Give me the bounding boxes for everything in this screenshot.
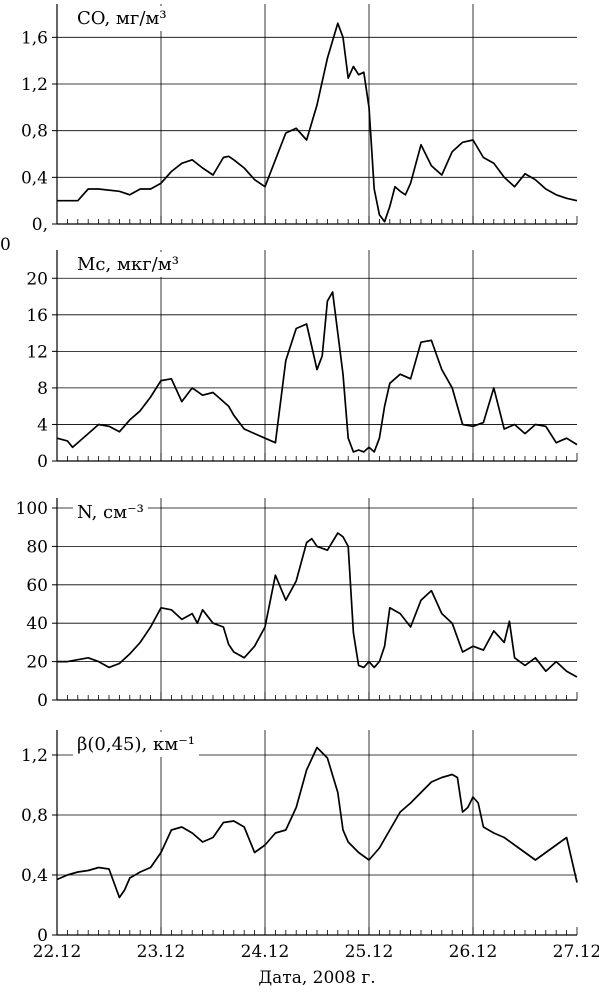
x-tick-label: 25.12 — [345, 942, 394, 962]
x-tick-label: 26.12 — [449, 942, 498, 962]
x-tick-label: 23.12 — [137, 942, 186, 962]
y-tick-label: 100 — [16, 499, 48, 519]
panel-label-n: N, см⁻³ — [77, 502, 144, 523]
y-tick-label: 16 — [26, 306, 48, 326]
y-tick-label: 1,2 — [21, 75, 48, 95]
panel-label-co: CO, мг/м³ — [77, 8, 167, 29]
y-tick-label: 20 — [26, 269, 48, 289]
y-tick-label: 0, — [32, 215, 48, 235]
y-tick-label: 0 — [37, 691, 48, 711]
panel-label-background — [73, 6, 171, 31]
panel-label-mc: Mc, мкг/м³ — [77, 254, 179, 275]
panel-co: 0, 0,4 0,8 1,2 1,6 0 CO, мг/м³ — [0, 4, 578, 255]
panel-label-beta: β(0,45), км⁻¹ — [77, 734, 195, 755]
panel-beta: 0 0,4 0,8 1,2 β(0,45), км⁻¹ — [21, 730, 578, 946]
y-tick-label: 4 — [37, 415, 48, 435]
series-line-beta — [56, 746, 578, 899]
series-line-mc — [56, 291, 578, 453]
y-extra-label: 0 — [0, 235, 11, 255]
x-tick-label: 22.12 — [33, 942, 82, 962]
series-line-co — [57, 22, 578, 223]
y-tick-label: 1,2 — [21, 746, 48, 766]
x-axis-label: Дата, 2008 г. — [258, 968, 375, 988]
y-tick-label: 0,4 — [21, 866, 48, 886]
panel-label-background — [73, 252, 183, 277]
x-tick-label: 24.12 — [241, 942, 290, 962]
y-tick-label: 40 — [26, 614, 48, 634]
y-tick-label: 12 — [26, 342, 48, 362]
y-tick-label: 1,6 — [21, 28, 48, 48]
panel-label-background — [73, 500, 148, 525]
y-tick-label: 0,8 — [21, 806, 48, 826]
panel-n: 0 20 40 60 80 100 N, см⁻³ — [16, 498, 578, 711]
y-tick-label: 8 — [37, 379, 48, 399]
y-tick-label: 20 — [26, 653, 48, 673]
y-tick-label: 0 — [37, 926, 48, 946]
y-tick-label: 60 — [26, 576, 48, 596]
x-tick-label: 27.12 — [553, 942, 599, 962]
panel-label-background — [73, 732, 199, 757]
series-line-n — [57, 532, 578, 678]
y-tick-label: 0,4 — [21, 168, 48, 188]
y-tick-label: 0 — [37, 452, 48, 472]
y-tick-label: 0,8 — [21, 122, 48, 142]
panel-mc: 0 4 8 12 16 20 Mc, мкг/м³ — [26, 250, 578, 472]
y-tick-label: 80 — [26, 537, 48, 557]
